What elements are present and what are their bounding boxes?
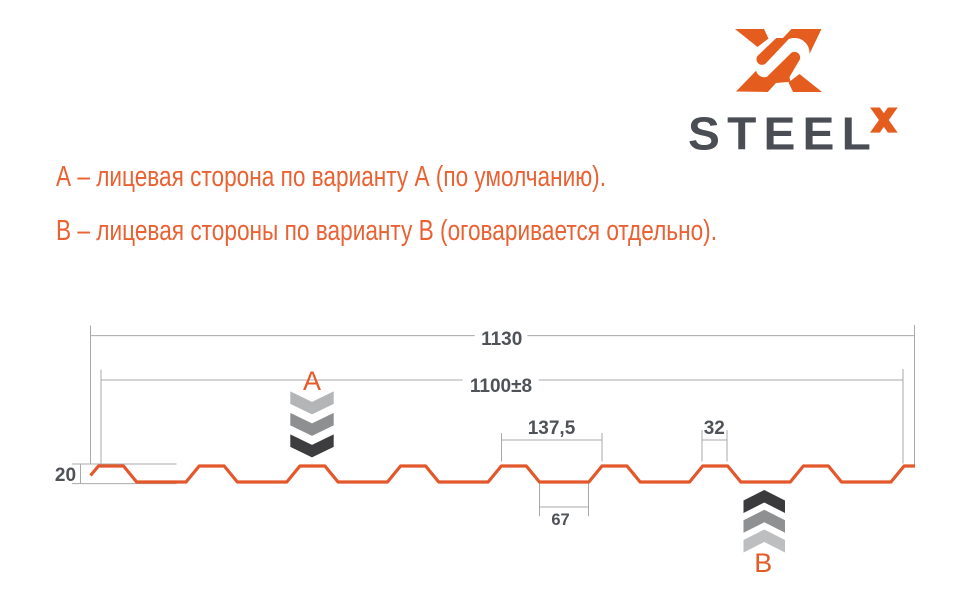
svg-text:В – лицевая стороны по вариант: В – лицевая стороны по варианту В (огова… [56,215,717,247]
svg-text:А – лицевая сторона по вариант: А – лицевая сторона по варианту А (по ум… [56,161,606,193]
svg-text:137,5: 137,5 [528,418,576,439]
svg-text:В: В [754,548,772,578]
svg-text:20: 20 [55,465,76,486]
svg-text:67: 67 [551,511,569,529]
svg-text:1100±8: 1100±8 [470,376,532,397]
svg-text:А: А [303,366,321,396]
svg-text:32: 32 [704,418,725,439]
svg-text:1130: 1130 [481,329,522,350]
svg-text:STEEL: STEEL [688,108,878,160]
